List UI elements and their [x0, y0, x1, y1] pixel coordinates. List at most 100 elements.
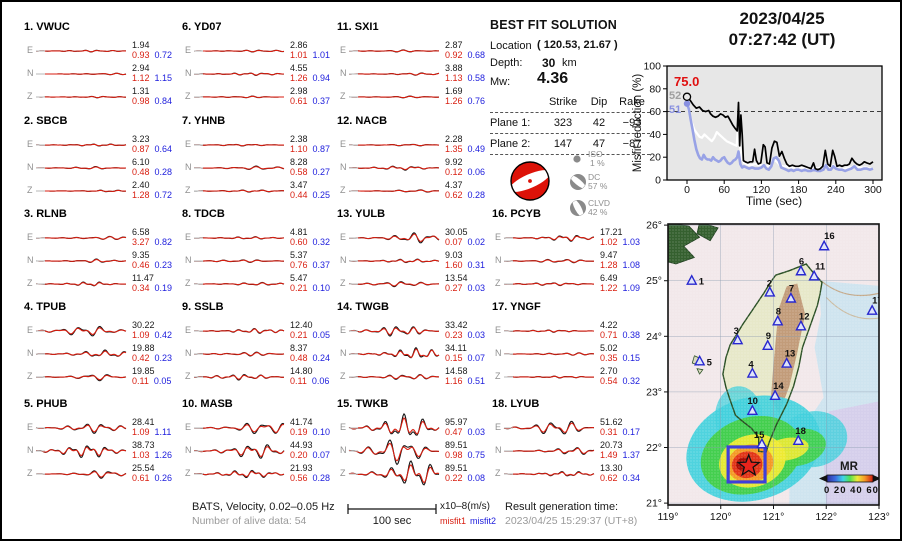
peak-amplitude: 13.30: [600, 463, 623, 473]
synthetic-trace: [348, 233, 440, 242]
channel-label: Z: [185, 91, 191, 101]
waveform-trace: [35, 235, 127, 240]
channel-label: N: [185, 162, 192, 172]
channel-values: 4.37 0.62 0.28: [445, 180, 485, 200]
channel-values: 30.22 1.09 0.42: [132, 320, 172, 340]
waveform-trace: [194, 143, 285, 147]
lat-tick-label: 25°: [646, 275, 662, 287]
channel-values: 2.86 1.01 1.01: [290, 40, 330, 60]
misfit1-value: 0.11: [132, 376, 149, 386]
misfit2-value: 0.87: [312, 144, 331, 154]
misfit1-value: 0.87: [132, 144, 150, 154]
waveform-trace: [503, 258, 595, 264]
peak-amplitude: 1.69: [445, 86, 463, 96]
misfit2-value: 0.24: [312, 353, 331, 363]
peak-amplitude: 30.05: [445, 227, 468, 237]
misfit2-value: 0.03: [467, 330, 486, 340]
misfit1-value: 1.26: [445, 96, 463, 106]
station-number: 12: [799, 311, 810, 322]
synthetic-trace: [503, 282, 595, 286]
station-block: 4. TPUB E 30.22 1.09 0.42 N 19.88 0.42 0.23 Z 19.8…: [22, 301, 174, 394]
misfit2-value: 0.72: [154, 190, 173, 200]
synthetic-trace: [193, 259, 285, 263]
source-grid-square: [726, 445, 767, 484]
synthetic-trace: [36, 166, 127, 170]
station-block: 3. RLNB E 6.58 3.27 0.82 N 9.35 0.46 0.23 Z 11.47 0…: [22, 208, 174, 301]
station-title: 15. TWKB: [337, 398, 389, 410]
channel-label: N: [185, 348, 192, 358]
station-title: 16. PCYB: [492, 208, 541, 220]
colorbar-ticks: 0 20 40 60: [824, 485, 879, 496]
misfit2-value: 1.08: [622, 260, 641, 270]
misfit2-value: 1.01: [312, 50, 331, 60]
misfit2-value: 0.08: [467, 473, 486, 483]
channel-label: N: [340, 255, 347, 265]
misfit1-value: 0.98: [445, 450, 463, 460]
station-triangle: [795, 319, 807, 331]
misfit1-value: 0.19: [290, 427, 308, 437]
epicenter-star: [736, 453, 761, 477]
peak-amplitude: 30.22: [132, 320, 155, 330]
misfit1-value: 0.76: [290, 260, 308, 270]
misfit1-value: 0.54: [600, 376, 618, 386]
channel-values: 5.02 0.35 0.15: [600, 343, 640, 363]
misfit2-value: 0.72: [154, 50, 173, 60]
channel-values: 13.54 0.27 0.03: [445, 273, 485, 293]
dc-row: DC 57 %: [568, 170, 658, 196]
waveform-trace: [35, 49, 127, 53]
misfit2-value: 0.28: [312, 473, 331, 483]
misfit2-value: 0.42: [154, 330, 173, 340]
misfit1-value: 0.07: [445, 237, 463, 247]
channel-values: 19.85 0.11 0.05: [132, 366, 171, 386]
channel-label: Z: [495, 371, 501, 381]
channel-values: 2.98 0.61 0.37: [290, 86, 330, 106]
channel-label: N: [27, 445, 34, 455]
station-title: 17. YNGF: [492, 301, 541, 313]
misfit1-label: misfit1: [440, 516, 467, 526]
mw-label: Mw:: [490, 76, 511, 88]
misfit1-value: 0.62: [600, 473, 618, 483]
event-datetime: 2023/04/25 07:27:42 (UT): [662, 8, 900, 50]
iso-icon: [573, 155, 581, 163]
channel-label: Z: [340, 371, 346, 381]
station-triangle: [731, 333, 744, 345]
channel-label: E: [185, 45, 192, 55]
misfit-reduction-chart: 0 60 120 180 240 300 0 20 40 60 80 100 Time (sec) Mis…: [632, 61, 883, 208]
misfit-blue: [685, 103, 874, 173]
station-number: 4: [748, 360, 754, 371]
channel-values: 2.94 1.12 1.15: [132, 63, 172, 83]
channel-values: 21.93 0.56 0.28: [290, 463, 330, 483]
misfit2-value: 0.75: [467, 450, 486, 460]
waveform-trace: [503, 470, 595, 477]
lon-tick-label: 119°: [658, 511, 679, 523]
waveform-trace: [194, 189, 285, 193]
synthetic-trace: [193, 351, 285, 357]
channel-values: 1.69 1.26 0.76: [445, 86, 485, 106]
waveform-trace: [348, 165, 440, 171]
station-title: 11. SXI1: [337, 21, 379, 33]
synthetic-trace: [503, 375, 595, 379]
misfit1-value: 0.46: [132, 260, 150, 270]
misfit2-value: 0.07: [467, 353, 486, 363]
misfit1-value: 0.48: [290, 353, 308, 363]
waveform-trace: [348, 373, 440, 380]
station-block: 16. PCYB E 17.21 1.02 1.03 N 9.47 1.28 1.08 Z 6.49…: [490, 208, 642, 301]
misfit2-value: 0.28: [154, 167, 173, 177]
channel-label: N: [185, 68, 192, 78]
waveform-trace: [503, 447, 595, 455]
peak-amplitude: 25.54: [132, 463, 155, 473]
station-triangle: [792, 434, 804, 446]
peak-amplitude: 34.11: [445, 343, 467, 353]
station-title: 4. TPUB: [24, 301, 67, 313]
misfit1-value: 1.26: [290, 73, 308, 83]
misfit1-value: 0.12: [445, 167, 463, 177]
waveform-trace: [35, 423, 127, 434]
waveform-trace: [503, 282, 595, 287]
misfit1-value: 0.60: [290, 237, 308, 247]
waveform-trace: [193, 327, 285, 334]
waveform-trace: [504, 329, 595, 333]
misfit2-value: 0.94: [312, 73, 331, 83]
misfit2-value: 1.09: [622, 283, 641, 293]
channel-values: 9.92 0.12 0.06: [445, 157, 485, 177]
